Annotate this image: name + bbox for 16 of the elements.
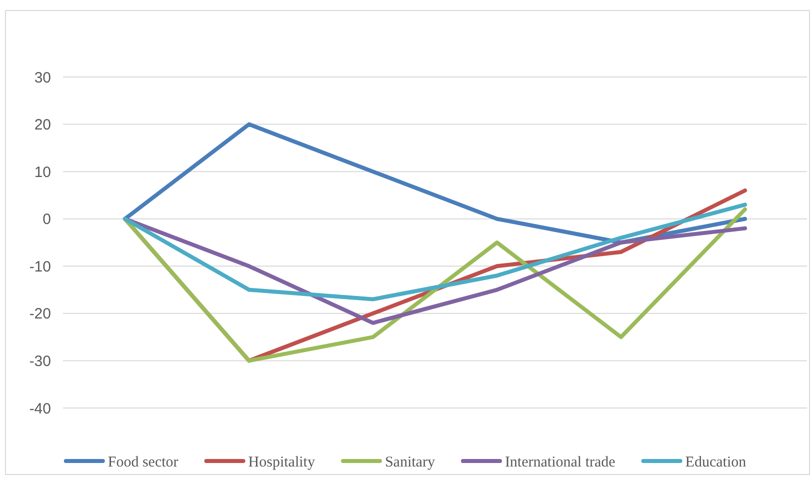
legend-label: Sanitary: [384, 454, 436, 470]
y-tick-label: 20: [34, 116, 51, 134]
y-tick-label: -10: [29, 258, 51, 276]
y-tick-label: -40: [29, 400, 51, 418]
line-series: [123, 202, 747, 302]
line-series: [123, 122, 747, 244]
y-tick-label: -30: [29, 352, 51, 370]
y-tick-label: 10: [34, 164, 51, 181]
y-tick-label: 0: [42, 211, 51, 228]
legend-label: Hospitality: [248, 454, 316, 470]
legend-label: International trade: [504, 454, 616, 470]
line-series: [123, 216, 747, 325]
legend-label: Food sector: [108, 454, 178, 470]
y-tick-label: 30: [34, 69, 51, 86]
legend-label: Education: [685, 454, 747, 470]
y-tick-label: -20: [29, 306, 51, 323]
